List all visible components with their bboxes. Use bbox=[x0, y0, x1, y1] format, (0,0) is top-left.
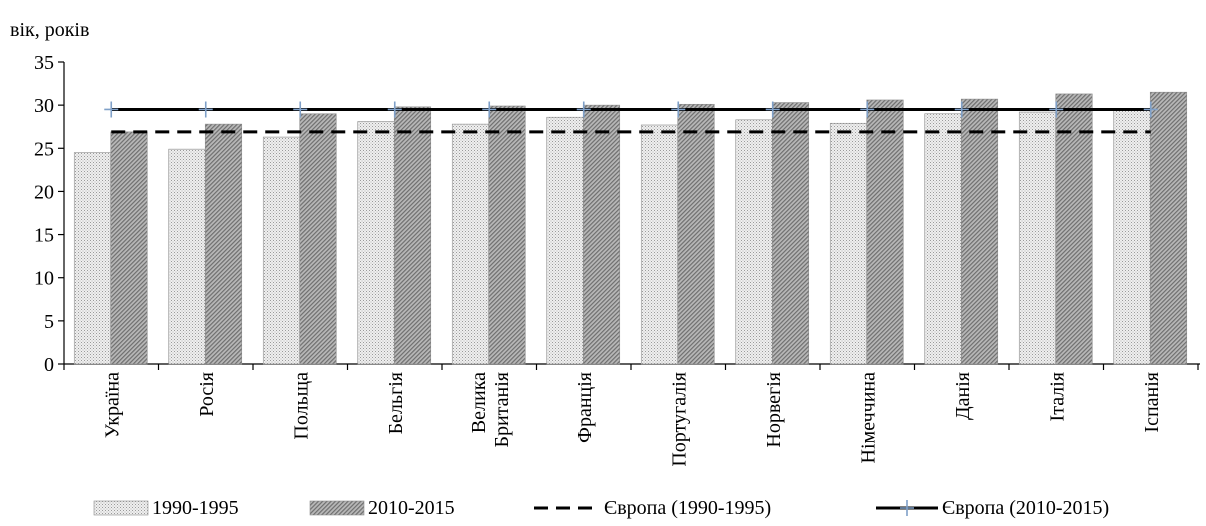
bar-series2 bbox=[1055, 93, 1093, 365]
y-tick-label: 5 bbox=[44, 311, 54, 333]
bar-series1 bbox=[357, 121, 395, 365]
category-label-line: Італія bbox=[1046, 372, 1068, 421]
bar-series2 bbox=[1149, 91, 1188, 365]
category-label-line: Португалія bbox=[668, 372, 690, 467]
bar-series2 bbox=[582, 104, 621, 365]
bar-series1 bbox=[73, 152, 112, 365]
bar-series1 bbox=[829, 122, 868, 365]
y-tick-label: 10 bbox=[34, 268, 54, 290]
bar-series1 bbox=[546, 116, 584, 365]
plus-marker bbox=[765, 101, 780, 118]
y-tick-label: 20 bbox=[34, 181, 54, 203]
category-label-line: Британія bbox=[491, 372, 513, 448]
plus-marker bbox=[1143, 101, 1158, 118]
category-label: Німеччина bbox=[857, 372, 879, 464]
bar-series1 bbox=[451, 123, 490, 365]
legend-label: Європа (1990-1995) bbox=[604, 497, 771, 519]
bar-series1 bbox=[262, 136, 301, 365]
bar-series1 bbox=[1018, 111, 1057, 365]
category-label: Росія bbox=[196, 372, 218, 417]
bar-series2 bbox=[960, 98, 999, 365]
bar-series2 bbox=[204, 123, 243, 365]
category-label: Україна bbox=[101, 372, 123, 438]
category-label-line: Польща bbox=[290, 372, 312, 440]
category-label-line: Норвегія bbox=[763, 372, 785, 448]
category-label-line: Данія bbox=[952, 372, 974, 420]
bar-series1 bbox=[1113, 110, 1151, 365]
plus-marker bbox=[900, 500, 914, 516]
category-label: Норвегія bbox=[763, 372, 785, 448]
category-label: Іспанія bbox=[1141, 372, 1163, 433]
legend: 1990-1995 2010-2015 Європа (1990-1995) Євро… bbox=[93, 497, 1109, 519]
legend-label: 2010-2015 bbox=[368, 497, 455, 519]
plus-marker bbox=[104, 101, 119, 118]
bar-series1 bbox=[735, 119, 773, 365]
y-tick-label: 35 bbox=[34, 52, 54, 74]
legend-swatch bbox=[309, 500, 365, 516]
bar-series2 bbox=[771, 102, 810, 365]
category-label-line: Німеччина bbox=[857, 372, 879, 464]
category-label: Португалія bbox=[668, 372, 690, 467]
bar-series2 bbox=[677, 103, 715, 365]
bar-series2 bbox=[866, 99, 904, 365]
bar-series1 bbox=[640, 124, 679, 365]
bar-series1 bbox=[924, 113, 962, 365]
category-label-line: Бельгія bbox=[385, 372, 407, 434]
plus-marker bbox=[576, 101, 591, 118]
category-label: Данія bbox=[952, 372, 974, 420]
category-label-line: Велика bbox=[468, 372, 490, 433]
plus-marker bbox=[860, 101, 875, 118]
bar-series2 bbox=[299, 113, 337, 365]
category-label: Бельгія bbox=[385, 372, 407, 434]
bar-series2 bbox=[110, 131, 148, 365]
legend-label: 1990-1995 bbox=[152, 497, 239, 519]
y-tick-label: 0 bbox=[44, 354, 54, 376]
category-label-line: Росія bbox=[196, 372, 218, 417]
y-tick-label: 25 bbox=[34, 138, 54, 160]
bar-series2 bbox=[393, 106, 432, 365]
y-axis-label: вік, років bbox=[10, 19, 89, 41]
category-label: Польща bbox=[290, 372, 312, 440]
category-label-line: Україна bbox=[101, 372, 123, 438]
category-label-line: Франція bbox=[574, 372, 596, 443]
plus-marker bbox=[671, 101, 686, 118]
plus-marker bbox=[482, 101, 497, 118]
legend-label: Європа (2010-2015) bbox=[942, 497, 1109, 519]
plus-marker bbox=[293, 101, 308, 118]
plus-marker bbox=[387, 101, 402, 118]
category-label: Велика Британія bbox=[468, 372, 513, 448]
legend-swatch bbox=[93, 500, 149, 516]
bar-series2 bbox=[488, 105, 526, 365]
category-label: Італія bbox=[1046, 372, 1068, 421]
plus-marker bbox=[954, 101, 969, 118]
plot-area: 0 5 10 15 20 25 30 35 Україна Росія Польща Бельгія В… bbox=[34, 52, 1200, 467]
plus-marker bbox=[1049, 101, 1064, 118]
bar-series1 bbox=[168, 148, 206, 365]
y-tick-label: 15 bbox=[34, 225, 54, 247]
category-label-line: Іспанія bbox=[1141, 372, 1163, 433]
y-tick-label: 30 bbox=[34, 95, 54, 117]
category-label: Франція bbox=[574, 372, 596, 443]
plus-marker bbox=[198, 101, 213, 118]
